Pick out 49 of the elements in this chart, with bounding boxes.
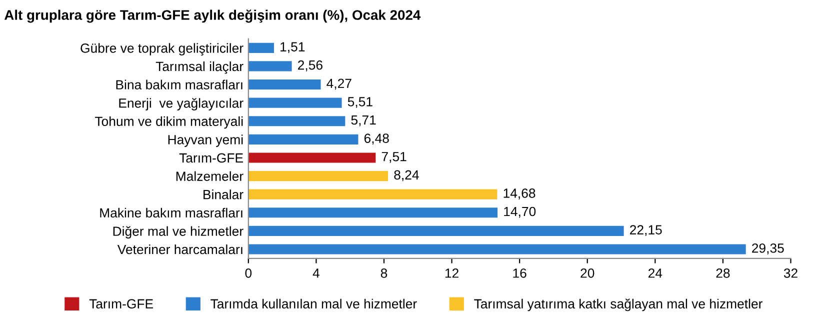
bar: [248, 189, 498, 200]
x-tick-label: 16: [513, 268, 526, 278]
y-tick-label: Malzemeler: [176, 171, 244, 181]
x-tick-label: 0: [245, 268, 252, 278]
legend-label: Tarım-GFE: [89, 299, 153, 309]
x-tick-label: 32: [784, 268, 798, 278]
y-tick-label: Enerji ve yağlayıcılar: [119, 98, 244, 110]
x-tick-label: 20: [580, 268, 594, 278]
data-label: 1,51: [280, 42, 305, 54]
legend-label: Tarımda kullanılan mal ve hizmetler: [210, 298, 417, 309]
bar: [248, 61, 292, 72]
data-label: 14,68: [504, 188, 536, 200]
y-tick-label: Binalar: [204, 190, 244, 200]
data-label: 5,51: [348, 97, 372, 108]
data-label: 29,35: [752, 243, 784, 254]
data-label: 6,48: [364, 134, 389, 145]
chart-title: Alt gruplara göre Tarım-GFE aylık değişim oranı (%), Ocak 2024: [4, 10, 421, 23]
bar: [248, 98, 342, 108]
data-label: 5,71: [351, 115, 376, 126]
bar: [248, 134, 358, 144]
x-tick-label: 28: [716, 268, 730, 278]
y-tick-label: Hayvan yemi: [168, 134, 243, 147]
bar: [248, 171, 388, 182]
data-label: 22,15: [630, 225, 662, 236]
x-tick-label: 24: [648, 268, 662, 278]
bar: [248, 116, 346, 126]
bar: [248, 226, 624, 236]
y-tick-label: Tarımsal ilaçlar: [156, 61, 244, 74]
data-label: 7,51: [382, 152, 406, 163]
y-tick-label: Makine bakım masrafları: [100, 208, 242, 218]
bar: [248, 208, 498, 218]
data-label: 4,27: [326, 78, 352, 90]
x-tick-label: 12: [445, 268, 458, 278]
bar: [248, 42, 274, 53]
bar: [248, 152, 376, 163]
y-tick-label: Tarım-GFE: [179, 153, 243, 163]
data-label: 8,24: [394, 170, 419, 182]
bar: [248, 79, 321, 90]
data-label: 2,56: [298, 60, 322, 72]
y-tick-label: Veteriner harcamaları: [117, 244, 242, 254]
y-tick-label: Diğer mal ve hizmetler: [113, 226, 244, 239]
y-tick-label: Tohum ve dikim materyali: [95, 116, 243, 129]
x-tick-label: 8: [380, 268, 388, 278]
legend-label: Tarımsal yatırıma katkı sağlayan mal ve hizmetler: [474, 298, 762, 312]
bar: [248, 244, 746, 254]
y-tick-label: Gübre ve toprak geliştiriciler: [80, 43, 244, 56]
data-label: 14,70: [504, 206, 536, 218]
x-tick-label: 4: [312, 268, 320, 278]
y-tick-label: Bina bakım masrafları: [116, 80, 242, 90]
